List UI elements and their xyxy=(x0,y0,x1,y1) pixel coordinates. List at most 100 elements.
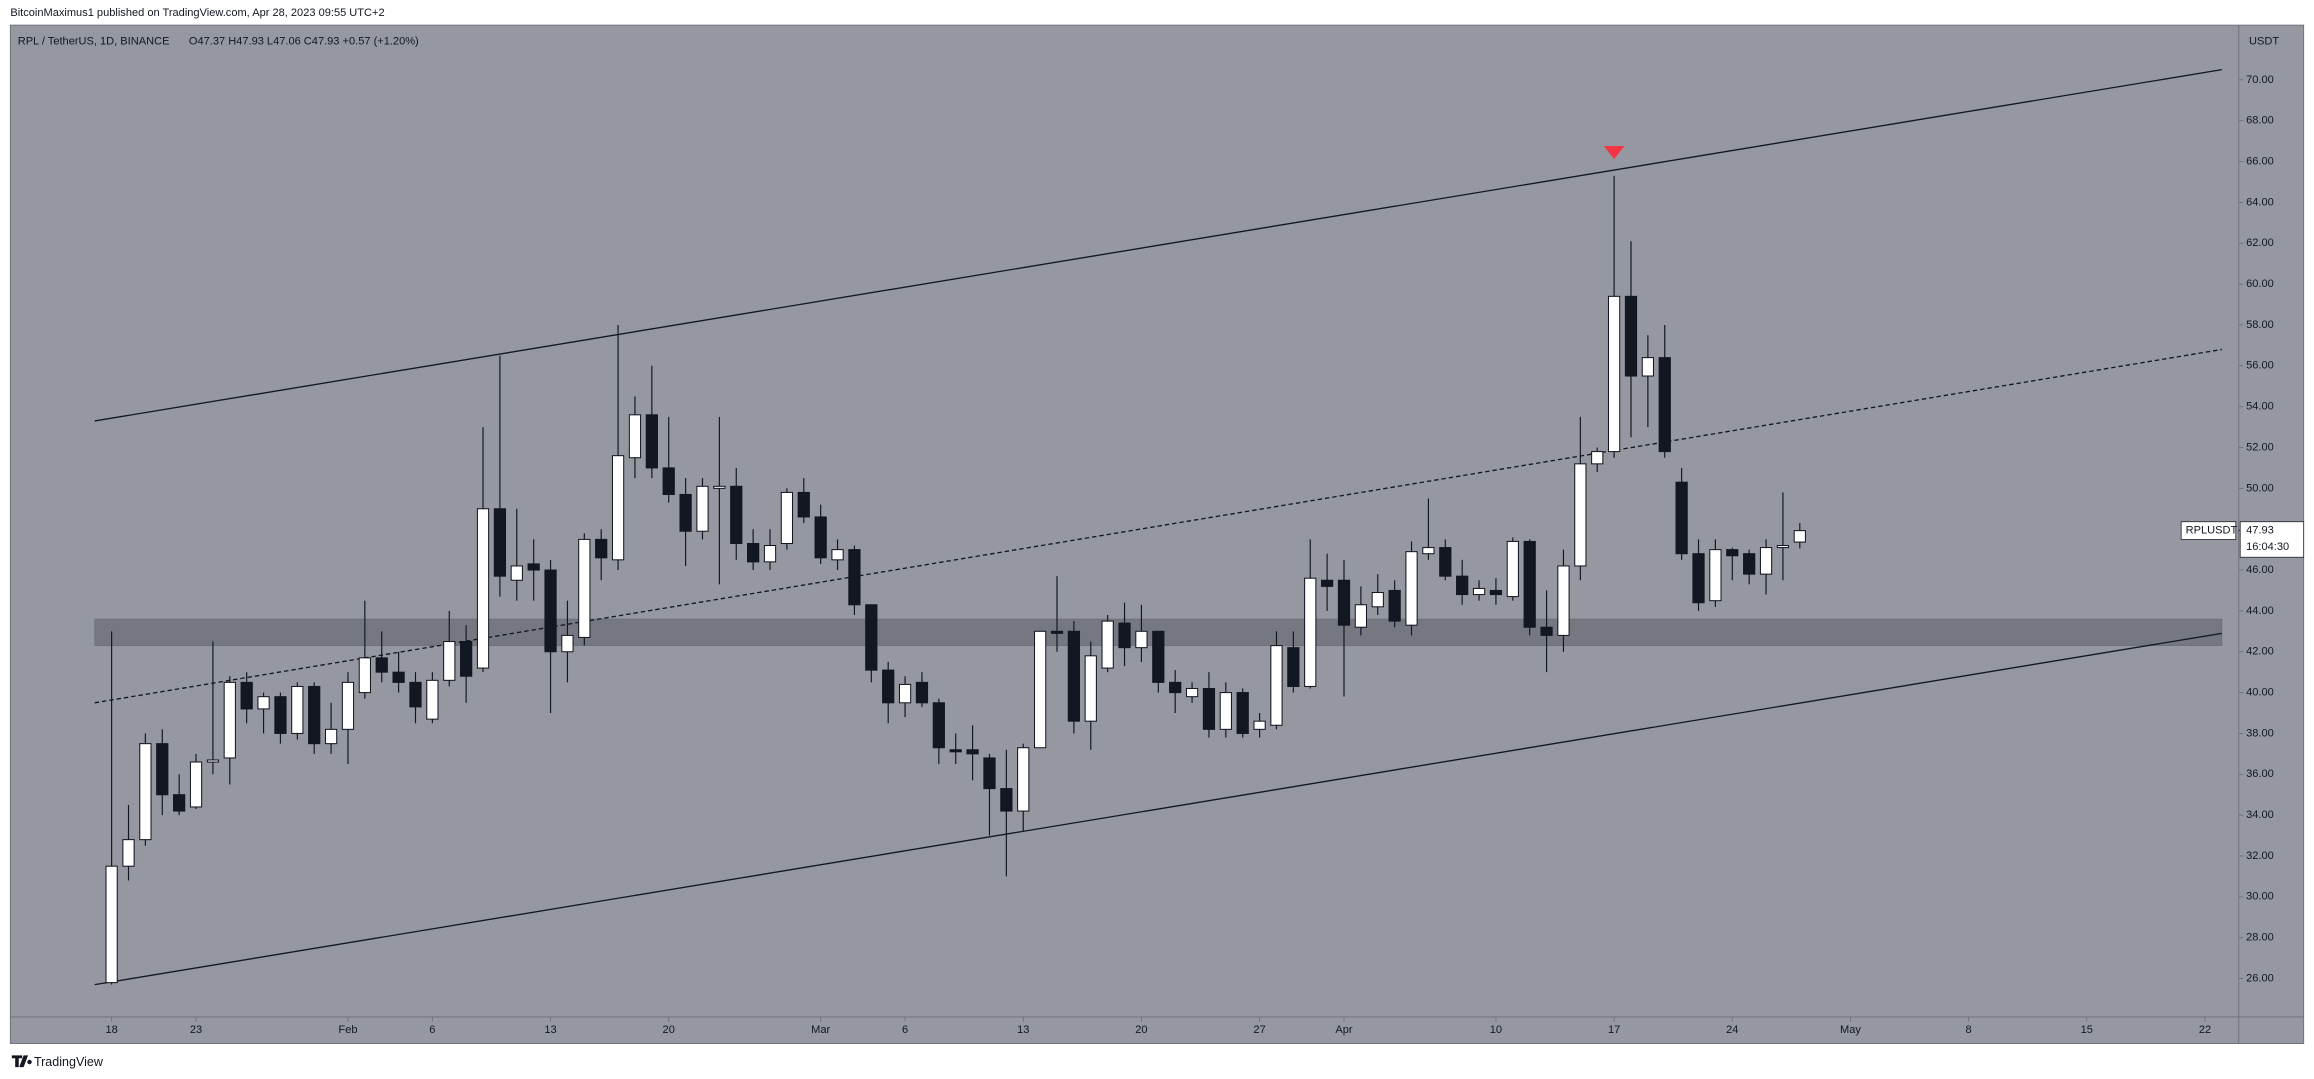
x-tick-label: 15 xyxy=(2081,1024,2093,1036)
candle-body xyxy=(561,634,574,653)
candle-body xyxy=(426,679,439,720)
candle-body xyxy=(848,549,861,606)
x-tick-label: 10 xyxy=(1490,1024,1502,1036)
candle-body xyxy=(156,743,169,796)
candle-body xyxy=(628,414,642,459)
candle-body xyxy=(1371,591,1384,608)
candle-body xyxy=(662,467,675,495)
y-tick-label: 64.00 xyxy=(2246,196,2274,208)
candle-body xyxy=(1489,589,1503,596)
x-tick-label: 6 xyxy=(902,1024,908,1036)
candle-body xyxy=(1692,553,1705,604)
candle-body xyxy=(1574,463,1587,567)
candle-body xyxy=(1793,530,1806,543)
candle-body xyxy=(1320,579,1334,587)
candle-body xyxy=(274,696,287,734)
candle-body xyxy=(139,743,152,841)
x-tick-label: 24 xyxy=(1726,1024,1738,1036)
author-line: BitcoinMaximus1 published on TradingView… xyxy=(10,7,384,19)
candle-body xyxy=(527,563,540,571)
y-tick-label: 66.00 xyxy=(2246,155,2274,167)
candle-body xyxy=(476,508,490,669)
candle-body xyxy=(831,549,844,561)
y-tick-label: 68.00 xyxy=(2246,115,2274,127)
y-tick-label: 56.00 xyxy=(2246,360,2274,372)
countdown: 16:04:30 xyxy=(2246,541,2289,553)
x-tick-label: 17 xyxy=(1608,1024,1620,1036)
candle-body xyxy=(223,681,236,759)
candle-body xyxy=(1253,720,1266,730)
y-tick-label: 46.00 xyxy=(2246,564,2274,576)
candle-body xyxy=(341,681,355,730)
y-tick-label: 32.00 xyxy=(2246,850,2274,862)
candle-body xyxy=(1101,620,1114,669)
candle-body xyxy=(1759,547,1773,575)
x-tick-label: 8 xyxy=(1966,1024,1972,1036)
candle-body xyxy=(1050,630,1064,634)
candle-body xyxy=(240,681,253,710)
candle-body xyxy=(1422,547,1435,555)
candle-body xyxy=(1472,587,1486,596)
candle-body xyxy=(206,759,220,763)
candle-body xyxy=(291,685,304,734)
y-tick-label: 34.00 xyxy=(2246,809,2274,821)
candle-body xyxy=(1506,540,1519,598)
y-tick-label: 36.00 xyxy=(2246,768,2274,780)
candle-body xyxy=(578,538,591,638)
y-tick-label: 40.00 xyxy=(2246,687,2274,699)
candle-body xyxy=(1456,575,1469,596)
candle-body xyxy=(679,493,692,532)
candle-body xyxy=(510,565,523,581)
y-tick-label: 70.00 xyxy=(2246,74,2274,86)
x-tick-label: 23 xyxy=(190,1024,202,1036)
x-tick-label: 20 xyxy=(1135,1024,1147,1036)
candle-body xyxy=(763,545,777,563)
candle-body xyxy=(324,728,338,745)
ticker-label: RPLUSDT xyxy=(2186,525,2238,537)
candle-body xyxy=(1202,687,1216,730)
last-price-box xyxy=(2239,521,2305,558)
y-tick-label: 44.00 xyxy=(2246,605,2274,617)
candle-body xyxy=(1641,357,1654,377)
candle-body xyxy=(257,696,270,710)
axis-unit: USDT xyxy=(2249,35,2279,47)
candle-body xyxy=(1557,565,1570,636)
candle-body xyxy=(1000,788,1013,812)
y-tick-label: 42.00 xyxy=(2246,646,2274,658)
candle-body xyxy=(122,839,135,867)
candle-body xyxy=(1523,540,1536,628)
candle-body xyxy=(1439,547,1452,577)
candle-body xyxy=(915,681,929,704)
candle-body xyxy=(392,671,405,683)
y-tick-label: 30.00 xyxy=(2246,891,2274,903)
candle-body xyxy=(1726,549,1739,557)
candle-body xyxy=(1219,692,1232,730)
candle-body xyxy=(611,455,625,561)
candle-body xyxy=(358,657,371,694)
candle-body xyxy=(1658,357,1671,453)
candle-body xyxy=(189,761,203,808)
candle-body xyxy=(1270,645,1283,726)
price-axis xyxy=(2238,25,2304,1017)
candle-body xyxy=(173,794,186,812)
candle-body xyxy=(443,641,456,681)
candle-body xyxy=(983,757,996,790)
candle-body xyxy=(493,508,507,577)
candle-body xyxy=(1135,630,1148,649)
y-tick-label: 28.00 xyxy=(2246,932,2274,944)
candle-body xyxy=(409,681,422,708)
footer-brand: TradingView xyxy=(34,1055,104,1069)
candle-body xyxy=(797,491,810,518)
candle-body xyxy=(1405,551,1418,626)
y-tick-label: 60.00 xyxy=(2246,278,2274,290)
candle-body xyxy=(595,538,608,559)
y-tick-label: 26.00 xyxy=(2246,972,2274,984)
symbol: RPL / TetherUS, 1D, BINANCE xyxy=(18,35,170,47)
candle-body xyxy=(1388,589,1401,622)
candle-body xyxy=(1185,687,1199,698)
candle-body xyxy=(1304,577,1317,687)
candle-body xyxy=(1287,647,1300,687)
candle-body xyxy=(1084,655,1097,722)
